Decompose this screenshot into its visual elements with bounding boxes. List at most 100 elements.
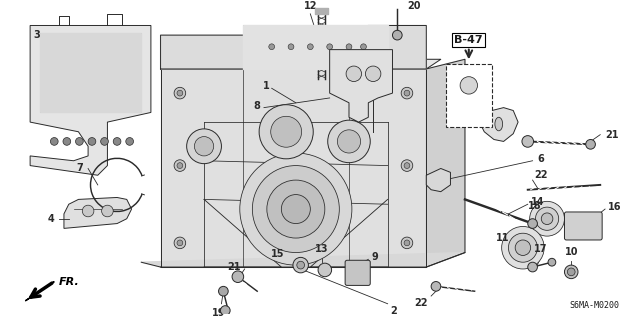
Text: FR.: FR. <box>59 277 80 286</box>
Circle shape <box>401 87 413 99</box>
Text: 22: 22 <box>415 298 428 308</box>
Circle shape <box>100 137 108 145</box>
Circle shape <box>522 136 534 147</box>
Circle shape <box>564 265 578 278</box>
Circle shape <box>195 137 214 156</box>
Text: 15: 15 <box>271 249 284 258</box>
Text: 5: 5 <box>481 88 488 98</box>
FancyBboxPatch shape <box>445 64 492 127</box>
Text: 21: 21 <box>227 262 241 272</box>
Polygon shape <box>30 26 151 175</box>
Polygon shape <box>26 282 54 301</box>
Polygon shape <box>315 8 328 14</box>
FancyBboxPatch shape <box>345 260 371 286</box>
Text: 16: 16 <box>608 202 621 212</box>
Circle shape <box>267 180 325 238</box>
Polygon shape <box>426 168 451 192</box>
Circle shape <box>232 271 244 283</box>
Text: 2: 2 <box>390 306 397 316</box>
Circle shape <box>568 268 575 276</box>
Circle shape <box>530 201 564 236</box>
Text: 3: 3 <box>33 30 40 40</box>
Circle shape <box>307 44 313 50</box>
Circle shape <box>83 205 94 217</box>
Text: 9: 9 <box>371 252 378 263</box>
Text: 21: 21 <box>605 130 618 140</box>
Circle shape <box>240 153 352 265</box>
Text: 8: 8 <box>253 101 260 111</box>
Circle shape <box>269 44 275 50</box>
Circle shape <box>337 130 360 153</box>
Polygon shape <box>330 50 392 122</box>
Text: 13: 13 <box>315 244 329 255</box>
Polygon shape <box>161 26 426 69</box>
Circle shape <box>51 137 58 145</box>
Circle shape <box>282 195 310 224</box>
Circle shape <box>174 87 186 99</box>
Circle shape <box>318 263 332 277</box>
Polygon shape <box>426 59 465 267</box>
Circle shape <box>346 44 352 50</box>
Circle shape <box>177 240 183 246</box>
Circle shape <box>288 44 294 50</box>
Text: 17: 17 <box>534 244 547 255</box>
Circle shape <box>220 306 230 315</box>
Circle shape <box>174 237 186 249</box>
Circle shape <box>297 261 305 269</box>
Polygon shape <box>141 253 465 267</box>
Circle shape <box>528 262 538 272</box>
Circle shape <box>460 77 477 94</box>
Text: 6: 6 <box>538 154 544 164</box>
Ellipse shape <box>495 117 502 131</box>
Circle shape <box>401 237 413 249</box>
Circle shape <box>328 120 371 163</box>
Text: 18: 18 <box>527 201 541 211</box>
Text: 12: 12 <box>303 1 317 11</box>
Circle shape <box>401 160 413 171</box>
Text: 11: 11 <box>496 233 509 243</box>
Circle shape <box>515 240 531 256</box>
Circle shape <box>252 166 339 253</box>
Text: 1: 1 <box>263 81 269 91</box>
Polygon shape <box>161 59 441 69</box>
Text: 14: 14 <box>531 197 544 207</box>
Circle shape <box>404 90 410 96</box>
Circle shape <box>431 282 441 291</box>
Circle shape <box>63 137 70 145</box>
Circle shape <box>508 233 538 262</box>
Circle shape <box>293 257 308 273</box>
Text: S6MA-M0200: S6MA-M0200 <box>570 300 620 309</box>
Circle shape <box>404 163 410 168</box>
Circle shape <box>102 205 113 217</box>
Text: 20: 20 <box>407 1 420 11</box>
Polygon shape <box>243 26 388 69</box>
Circle shape <box>541 213 553 225</box>
Circle shape <box>392 30 402 40</box>
Polygon shape <box>161 69 426 267</box>
Circle shape <box>502 226 544 269</box>
Polygon shape <box>64 197 132 228</box>
Text: 22: 22 <box>534 170 548 180</box>
Text: 19: 19 <box>212 308 225 318</box>
Circle shape <box>177 90 183 96</box>
Circle shape <box>404 240 410 246</box>
Circle shape <box>327 44 333 50</box>
Circle shape <box>365 66 381 82</box>
Circle shape <box>586 139 595 149</box>
Circle shape <box>177 163 183 168</box>
FancyBboxPatch shape <box>564 212 602 240</box>
Circle shape <box>360 44 366 50</box>
Text: 10: 10 <box>564 247 578 257</box>
Circle shape <box>528 219 538 228</box>
Polygon shape <box>479 108 518 141</box>
Circle shape <box>259 105 313 159</box>
Circle shape <box>218 286 228 296</box>
Circle shape <box>346 66 362 82</box>
Text: B-47: B-47 <box>454 35 483 45</box>
Circle shape <box>126 137 134 145</box>
Circle shape <box>174 160 186 171</box>
Polygon shape <box>40 33 141 112</box>
Text: 4: 4 <box>47 214 54 224</box>
Circle shape <box>113 137 121 145</box>
Circle shape <box>88 137 96 145</box>
